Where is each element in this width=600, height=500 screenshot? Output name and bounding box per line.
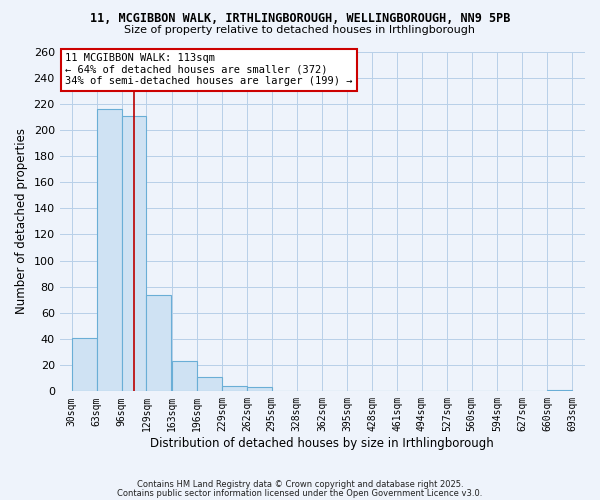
Bar: [172, 362, 197, 392]
X-axis label: Distribution of detached houses by size in Irthlingborough: Distribution of detached houses by size …: [151, 437, 494, 450]
Bar: [146, 294, 172, 392]
Bar: [197, 377, 222, 392]
Text: Size of property relative to detached houses in Irthlingborough: Size of property relative to detached ho…: [125, 25, 476, 35]
Text: 11 MCGIBBON WALK: 113sqm
← 64% of detached houses are smaller (372)
34% of semi-: 11 MCGIBBON WALK: 113sqm ← 64% of detach…: [65, 53, 352, 86]
Bar: [122, 116, 146, 392]
Y-axis label: Number of detached properties: Number of detached properties: [15, 128, 28, 314]
Bar: [97, 109, 122, 392]
Text: 11, MCGIBBON WALK, IRTHLINGBOROUGH, WELLINGBOROUGH, NN9 5PB: 11, MCGIBBON WALK, IRTHLINGBOROUGH, WELL…: [90, 12, 510, 26]
Text: Contains HM Land Registry data © Crown copyright and database right 2025.: Contains HM Land Registry data © Crown c…: [137, 480, 463, 489]
Bar: [547, 390, 572, 392]
Text: Contains public sector information licensed under the Open Government Licence v3: Contains public sector information licen…: [118, 489, 482, 498]
Bar: [72, 338, 97, 392]
Bar: [222, 386, 247, 392]
Bar: [247, 388, 272, 392]
